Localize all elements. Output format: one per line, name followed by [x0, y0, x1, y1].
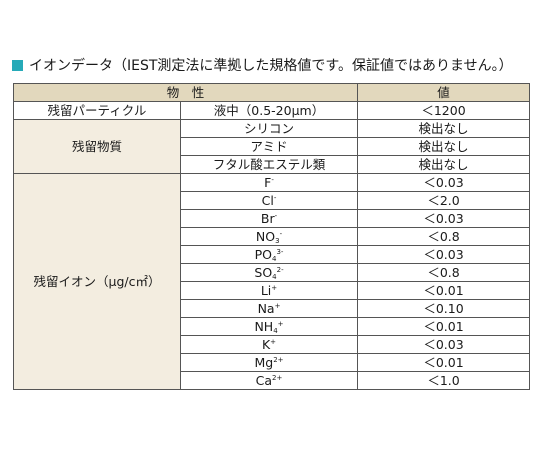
ion-value: ＜0.01 — [357, 317, 531, 336]
table-row-ion: PO43- ＜0.03 — [14, 245, 531, 264]
table-header-row: 物 性 値 — [12, 83, 531, 102]
table-row-ion: SO42- ＜0.8 — [14, 263, 531, 282]
particle-label: 残留パーティクル — [13, 101, 181, 120]
substance-name: アミド — [179, 137, 359, 156]
ion-value: ＜0.8 — [357, 227, 531, 246]
ions-group-label: 残留イオン（μg/c㎡） — [13, 173, 181, 390]
ion-value: ＜0.10 — [357, 299, 531, 318]
table-row-ion: Li+ ＜0.01 — [14, 281, 531, 300]
ion-name: Cl- — [179, 191, 359, 210]
table-row-particle: 残留パーティクル 液中（0.5-20μm） ＜1200 — [13, 101, 531, 120]
ion-charge: - — [271, 176, 274, 184]
ion-value: ＜0.03 — [357, 245, 531, 264]
ion-charge: - — [274, 212, 278, 220]
ion-charge: + — [274, 302, 281, 310]
ion-charge: 2- — [276, 266, 284, 274]
ion-charge: + — [277, 320, 284, 328]
section-heading-text: イオンデータ（IEST測定法に準拠した規格値です。保証値ではありません。） — [29, 58, 513, 74]
ion-symbol: SO — [254, 265, 273, 280]
ion-value: ＜0.03 — [357, 209, 531, 228]
ion-subscript: 3 — [275, 237, 280, 245]
ion-symbol: F — [264, 175, 272, 190]
ion-name: F- — [179, 173, 359, 192]
table-row-ion: NH4+ ＜0.01 — [14, 317, 531, 336]
ion-name: Mg2+ — [179, 353, 359, 372]
ion-data-table: 物 性 値 残留パーティクル 液中（0.5-20μm） ＜1200 残留物質 シリコン検… — [12, 83, 531, 390]
ion-name: PO43- — [179, 245, 359, 264]
ion-value: ＜1.0 — [357, 371, 531, 390]
ion-name: K+ — [179, 335, 359, 354]
table-row-ion: Na+ ＜0.10 — [14, 299, 531, 318]
ion-subscript: 4 — [272, 273, 277, 281]
table-row-ion: Mg2+ ＜0.01 — [14, 353, 531, 372]
ion-charge: 3- — [276, 248, 284, 256]
ion-symbol: Br — [260, 211, 275, 226]
ion-name: Ca2+ — [179, 371, 359, 390]
header-property: 物 性 — [12, 83, 359, 102]
particle-condition: 液中（0.5-20μm） — [179, 101, 359, 120]
ion-subscript: 4 — [273, 327, 278, 335]
ion-value: ＜2.0 — [357, 191, 531, 210]
ion-subscript: 4 — [271, 255, 277, 263]
substance-value: 検出なし — [357, 137, 531, 156]
table-row-ion: 残留イオン（μg/c㎡） F- ＜0.03 — [13, 173, 531, 390]
ion-name: Br- — [179, 209, 359, 228]
substance-value: 検出なし — [357, 155, 531, 174]
particle-value: ＜1200 — [357, 101, 531, 120]
ion-charge: + — [270, 338, 277, 346]
ion-value: ＜0.8 — [357, 263, 531, 282]
ion-symbol: Cl — [261, 193, 274, 208]
ion-name: NH4+ — [179, 317, 359, 336]
ion-symbol: Na — [257, 301, 275, 316]
ion-symbol: PO — [254, 247, 272, 262]
ion-name: SO42- — [179, 263, 359, 282]
ion-charge: 2+ — [273, 356, 284, 364]
ion-value: ＜0.01 — [357, 281, 531, 300]
ion-charge: + — [271, 284, 278, 292]
ion-value: ＜0.01 — [357, 353, 531, 372]
ion-symbol: NO — [255, 229, 276, 244]
table-row-ion: K+ ＜0.03 — [14, 335, 531, 354]
ion-symbol: K — [261, 337, 271, 352]
table-row-ion: Cl- ＜2.0 — [14, 191, 531, 210]
square-bullet-icon — [12, 59, 23, 71]
ion-value: ＜0.03 — [357, 335, 531, 354]
substance-name: シリコン — [179, 119, 359, 138]
ion-charge: - — [273, 194, 277, 202]
section-heading: イオンデータ（IEST測定法に準拠した規格値です。保証値ではありません。） — [12, 55, 513, 75]
table-row-substance: 残留物質 シリコン 検出なし — [13, 119, 531, 174]
table-row-ion: Ca2+ ＜1.0 — [14, 371, 531, 390]
header-value: 値 — [357, 83, 531, 102]
ion-name: Li+ — [179, 281, 359, 300]
table-body: 残留パーティクル 液中（0.5-20μm） ＜1200 残留物質 シリコン 検出なし アミド… — [13, 101, 531, 390]
ion-charge: 2+ — [272, 374, 283, 382]
substances-group-label: 残留物質 — [13, 119, 181, 174]
ion-value: ＜0.03 — [357, 173, 531, 192]
ion-symbol: Li — [260, 283, 272, 298]
ion-name: Na+ — [179, 299, 359, 318]
ion-symbol: Ca — [255, 373, 273, 388]
ion-symbol: NH — [254, 319, 274, 334]
ion-symbol: Mg — [254, 355, 274, 370]
substance-name: フタル酸エステル類 — [179, 155, 359, 174]
substance-value: 検出なし — [357, 119, 531, 138]
ion-name: NO3- — [179, 227, 359, 246]
ion-charge: - — [279, 230, 283, 238]
table-row-ion: NO3- ＜0.8 — [14, 227, 531, 246]
